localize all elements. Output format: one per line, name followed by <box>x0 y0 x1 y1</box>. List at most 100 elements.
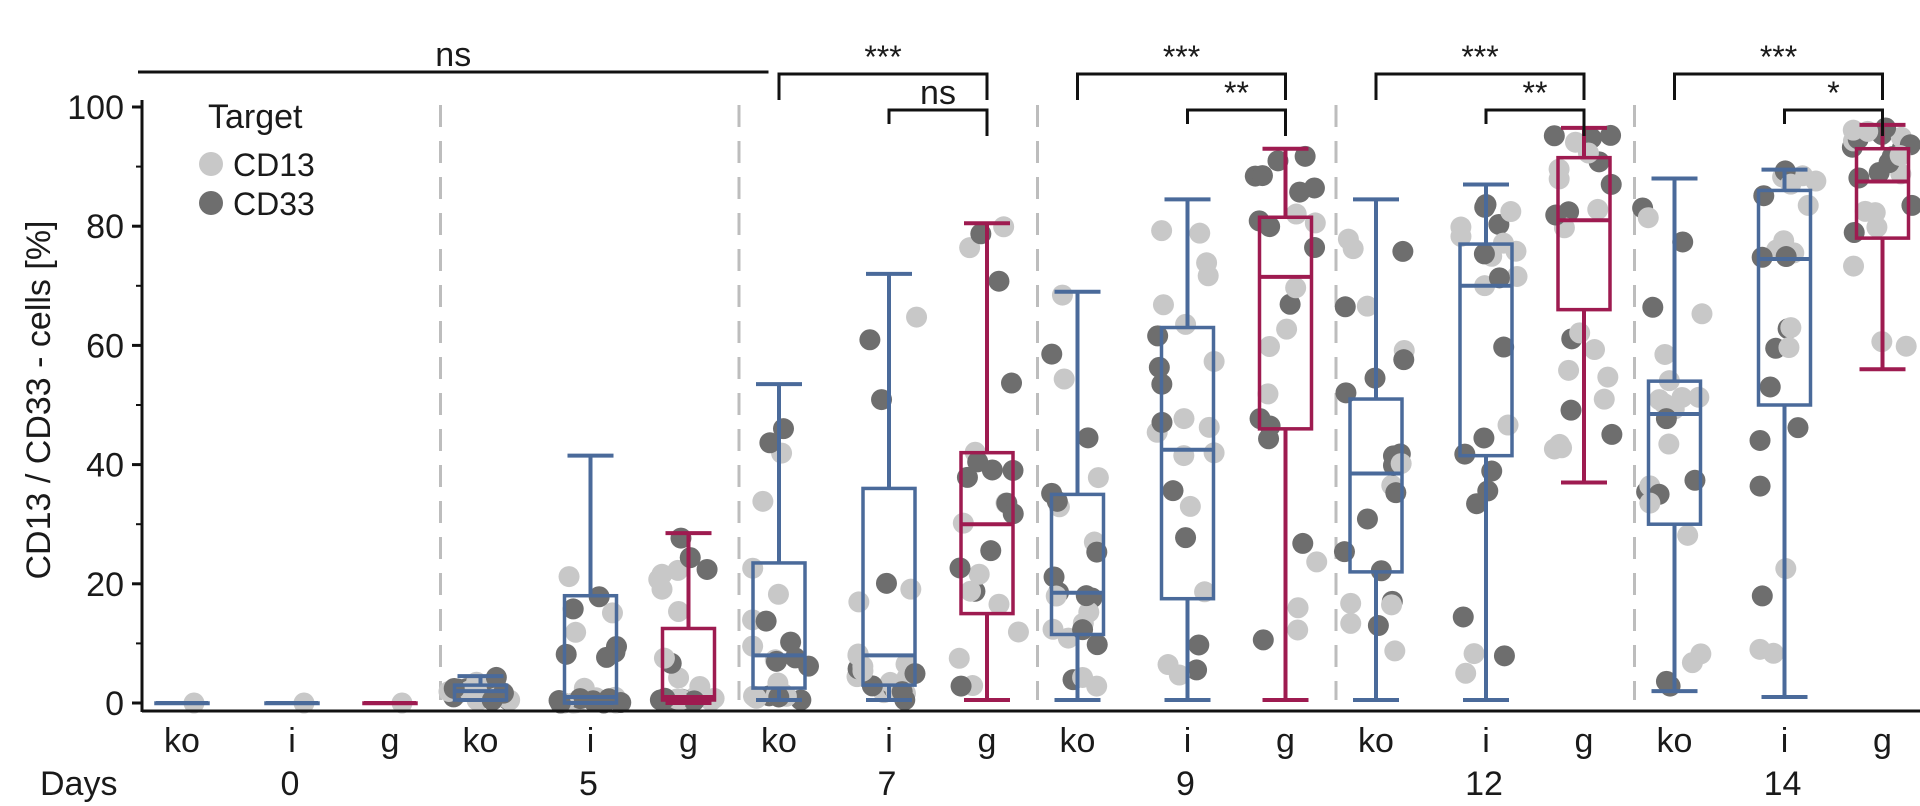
legend: Target CD13 CD33 <box>199 98 315 222</box>
data-point <box>780 631 802 653</box>
data-point <box>1751 585 1773 607</box>
box-7-ko <box>751 382 807 703</box>
y-tick-label: 80 <box>86 208 124 246</box>
box-iqr <box>751 561 807 690</box>
data-point <box>859 329 881 351</box>
data-point <box>1655 408 1677 430</box>
data-point <box>1367 615 1389 637</box>
data-point <box>1189 222 1211 244</box>
significance-label: ns <box>920 74 956 112</box>
box-0-ko <box>154 701 210 706</box>
box-0-i <box>264 701 320 706</box>
legend-title: Target <box>208 98 303 136</box>
box-12-i <box>1458 182 1514 703</box>
data-point <box>1173 408 1195 430</box>
data-point <box>1759 376 1781 398</box>
data-point <box>1749 475 1771 497</box>
box-iqr <box>1854 146 1911 240</box>
data-point <box>1287 597 1309 619</box>
data-point <box>797 655 819 677</box>
data-point <box>1677 524 1699 546</box>
data-point <box>1690 643 1712 665</box>
data-point <box>1797 194 1819 216</box>
box-9-ko <box>1049 289 1106 703</box>
y-tick-label: 20 <box>86 566 124 604</box>
y-tick-label: 100 <box>67 89 124 127</box>
y-axis-label: CD13 / CD33 - cells [%] <box>20 221 58 580</box>
legend-marker-cd13 <box>199 152 223 176</box>
data-point <box>1392 240 1414 262</box>
data-point <box>1393 349 1415 371</box>
significance-brackets: ns ***ns************** <box>138 36 1884 136</box>
data-point <box>1287 619 1309 641</box>
legend-marker-cd33 <box>199 191 223 215</box>
significance-bracket <box>1374 72 1586 100</box>
data-point <box>848 591 870 613</box>
data-point <box>1587 198 1609 220</box>
data-point <box>565 621 587 643</box>
group-separators <box>439 105 1636 700</box>
box-iqr <box>959 450 1015 616</box>
data-point <box>1569 322 1591 344</box>
condition-label: ko <box>164 722 200 760</box>
box-iqr <box>1556 155 1612 312</box>
data-point <box>1252 629 1274 651</box>
data-point <box>1778 337 1800 359</box>
data-point <box>558 566 580 588</box>
data-point <box>1162 480 1184 502</box>
day-label: 7 <box>878 765 897 803</box>
data-point <box>1577 142 1599 164</box>
data-point <box>1053 368 1075 390</box>
data-point <box>767 583 789 605</box>
data-point <box>1198 416 1220 438</box>
data-point <box>752 490 774 512</box>
data-point <box>1671 386 1693 408</box>
box-iqr <box>660 626 717 702</box>
data-point <box>1493 336 1515 358</box>
legend-label-cd33: CD33 <box>233 186 315 222</box>
legend-label-cd13: CD13 <box>233 147 315 183</box>
box-9-g <box>1257 146 1314 703</box>
significance-label: ** <box>1224 75 1249 111</box>
data-point <box>601 602 623 624</box>
data-point <box>1007 621 1029 643</box>
data-point <box>1188 634 1210 656</box>
significance-label: *** <box>1163 39 1200 75</box>
data-point <box>967 451 989 473</box>
data-point <box>1749 429 1771 451</box>
data-point <box>960 580 982 602</box>
y-tick-label: 40 <box>86 447 124 485</box>
data-point <box>1455 662 1477 684</box>
data-point <box>1333 541 1355 563</box>
data-point <box>651 563 673 585</box>
data-point <box>1152 294 1174 316</box>
data-point <box>1072 666 1094 688</box>
box-7-g <box>959 221 1015 703</box>
significance-label: *** <box>1760 39 1797 75</box>
data-point <box>1285 203 1307 225</box>
data-point <box>1854 200 1876 222</box>
data-point <box>1087 467 1109 489</box>
data-point <box>1672 231 1694 253</box>
box-iqr <box>861 486 917 687</box>
data-point <box>1175 527 1197 549</box>
data-point <box>1655 670 1677 692</box>
significance-label: ns <box>435 36 471 74</box>
data-point <box>1601 423 1623 445</box>
data-point <box>1258 428 1280 450</box>
significance-bracket <box>1076 72 1287 100</box>
data-point <box>1551 437 1573 459</box>
box-iqr <box>1458 242 1514 458</box>
data-point <box>1292 532 1314 554</box>
significance-label: *** <box>1461 39 1498 75</box>
condition-label: g <box>381 722 400 760</box>
data-point <box>696 558 718 580</box>
box-iqr <box>1159 325 1216 601</box>
box-12-g <box>1556 125 1612 485</box>
significance-label: *** <box>864 39 901 75</box>
data-point <box>1875 117 1897 139</box>
data-point <box>871 389 893 411</box>
data-point <box>1276 318 1298 340</box>
data-point <box>1342 238 1364 260</box>
